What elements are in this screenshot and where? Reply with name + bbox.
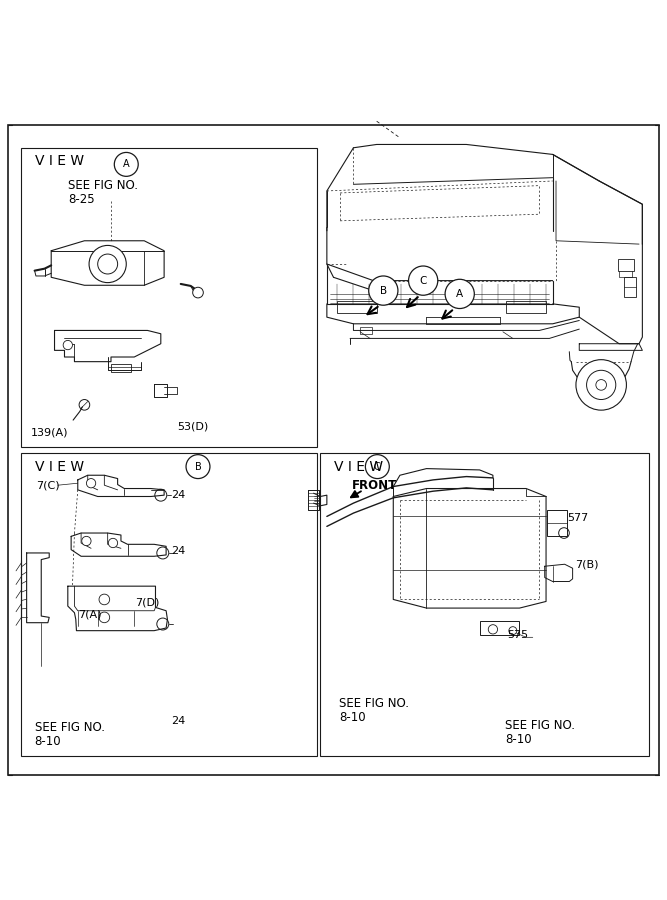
Text: 24: 24 <box>171 716 185 726</box>
Circle shape <box>89 246 126 283</box>
Circle shape <box>63 340 73 350</box>
Text: C: C <box>374 462 381 472</box>
Circle shape <box>193 287 203 298</box>
Text: 139(A): 139(A) <box>31 428 69 437</box>
Text: 24: 24 <box>171 490 185 500</box>
Text: B: B <box>195 462 201 472</box>
Bar <box>360 327 372 334</box>
Text: SEE FIG NO.: SEE FIG NO. <box>505 719 575 733</box>
Bar <box>618 258 634 271</box>
Bar <box>111 364 131 372</box>
Text: 53(D): 53(D) <box>177 422 209 432</box>
Bar <box>337 302 377 313</box>
Circle shape <box>409 266 438 295</box>
Circle shape <box>186 454 210 479</box>
Text: 8-10: 8-10 <box>505 734 532 746</box>
Circle shape <box>99 594 109 605</box>
Text: A: A <box>456 289 464 299</box>
Bar <box>480 621 520 634</box>
Text: V I E W: V I E W <box>35 460 84 473</box>
Circle shape <box>366 454 390 479</box>
Text: 8-25: 8-25 <box>68 194 95 206</box>
Text: SEE FIG NO.: SEE FIG NO. <box>339 698 409 710</box>
Bar <box>624 277 636 297</box>
Circle shape <box>369 276 398 305</box>
Text: SEE FIG NO.: SEE FIG NO. <box>35 721 105 734</box>
Circle shape <box>99 612 109 623</box>
Circle shape <box>576 360 626 410</box>
Circle shape <box>596 380 606 391</box>
Text: V I E W: V I E W <box>334 460 383 473</box>
Text: 7(D): 7(D) <box>135 598 160 608</box>
Text: C: C <box>420 275 427 285</box>
Bar <box>548 509 568 536</box>
Bar <box>320 454 649 755</box>
Circle shape <box>87 479 95 488</box>
Circle shape <box>586 370 616 400</box>
Circle shape <box>97 254 117 274</box>
Bar <box>21 148 317 446</box>
Bar <box>506 302 546 313</box>
Text: B: B <box>380 285 387 295</box>
Circle shape <box>509 626 517 634</box>
Text: 575: 575 <box>508 630 529 640</box>
Text: A: A <box>123 159 129 169</box>
Text: 8-10: 8-10 <box>35 735 61 748</box>
Text: SEE FIG NO.: SEE FIG NO. <box>68 179 138 192</box>
Text: 7(B): 7(B) <box>575 560 599 570</box>
Text: FRONT: FRONT <box>352 479 397 491</box>
Circle shape <box>445 279 474 309</box>
Text: 8-10: 8-10 <box>339 711 366 724</box>
Bar <box>21 454 317 755</box>
Circle shape <box>82 536 91 545</box>
Text: 7(C): 7(C) <box>36 481 59 491</box>
Text: 24: 24 <box>171 546 185 556</box>
Text: 577: 577 <box>568 513 588 523</box>
Text: V I E W: V I E W <box>35 154 84 168</box>
Circle shape <box>108 538 117 547</box>
Circle shape <box>114 152 138 176</box>
Text: 7(A): 7(A) <box>78 609 101 620</box>
